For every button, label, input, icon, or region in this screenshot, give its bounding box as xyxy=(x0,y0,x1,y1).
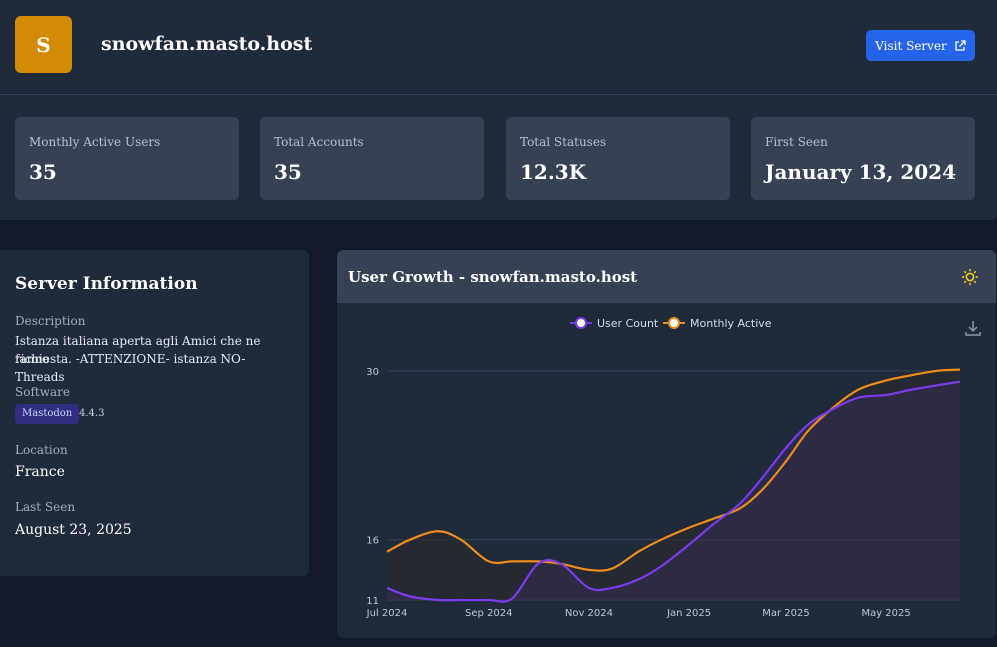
stat-value: 12.3K xyxy=(520,160,587,184)
x-tick-label: Sep 2024 xyxy=(465,608,512,619)
external-link-icon xyxy=(955,39,966,51)
stat-value: 35 xyxy=(29,160,57,184)
x-tick-label: Jan 2025 xyxy=(666,608,711,619)
stat-card-total-accounts: Total Accounts 35 xyxy=(260,117,484,200)
x-tick-label: Jul 2024 xyxy=(366,608,408,619)
stat-label: Monthly Active Users xyxy=(29,135,161,149)
x-tick-label: May 2025 xyxy=(861,608,910,619)
series-area-1 xyxy=(387,369,960,600)
description-label: Description xyxy=(15,314,86,328)
series-line-0 xyxy=(386,380,961,603)
visit-server-button[interactable]: Visit Server xyxy=(866,30,975,61)
chart-title: User Growth - snowfan.masto.host xyxy=(348,268,638,286)
stat-value: January 13, 2024 xyxy=(765,160,957,184)
location-value: France xyxy=(15,464,65,480)
server-info-panel: Server Information Description Istanza i… xyxy=(0,250,309,576)
user-growth-chart: 11 16 30 Jul 2024 Sep 2024 Nov 2024 Jan 2025 Ma… xyxy=(366,317,961,619)
stat-card-total-statuses: Total Statuses 12.3K xyxy=(506,117,730,200)
description-line-2: richiesta. -ATTENZIONE- istanza NO-Threa… xyxy=(15,352,246,384)
stat-card-monthly-active: Monthly Active Users 35 xyxy=(15,117,239,200)
sun-icon[interactable] xyxy=(960,267,980,287)
download-icon[interactable] xyxy=(964,319,982,337)
server-logo: S xyxy=(15,16,72,73)
legend-swatch-marker xyxy=(575,317,587,329)
server-header: S snowfan.masto.host Visit Server xyxy=(0,0,997,95)
user-growth-chart-panel: User Growth - snowfan.masto.host 11 16 30 J… xyxy=(337,250,996,638)
stat-label: Total Accounts xyxy=(274,135,364,149)
description-line-1: Istanza italiana aperta agli Amici che n… xyxy=(15,334,261,366)
y-tick-label: 30 xyxy=(366,367,379,378)
legend-label: Monthly Active xyxy=(690,317,772,330)
legend-label: User Count xyxy=(597,317,659,330)
series-area-0 xyxy=(387,381,960,602)
y-tick-label: 16 xyxy=(366,536,379,547)
summary-panel: S snowfan.masto.host Visit Server Monthl… xyxy=(0,0,997,220)
x-tick-label: Nov 2024 xyxy=(565,608,613,619)
location-label: Location xyxy=(15,443,68,457)
series-line-1 xyxy=(386,368,961,572)
stat-label: Total Statuses xyxy=(520,135,607,149)
software-label: Software xyxy=(15,385,70,399)
stat-value: 35 xyxy=(274,160,302,184)
last-seen-label: Last Seen xyxy=(15,500,76,514)
server-info-title: Server Information xyxy=(15,274,198,294)
y-tick-label: 11 xyxy=(366,596,379,607)
server-name: snowfan.masto.host xyxy=(101,33,313,55)
last-seen-value: August 23, 2025 xyxy=(15,522,132,538)
visit-server-label: Visit Server xyxy=(875,38,947,53)
software-badge: Mastodon xyxy=(15,404,80,424)
legend-swatch-marker xyxy=(668,317,680,329)
x-tick-label: Mar 2025 xyxy=(762,608,810,619)
stat-card-first-seen: First Seen January 13, 2024 xyxy=(751,117,975,200)
stat-label: First Seen xyxy=(765,135,828,149)
chart-header: User Growth - snowfan.masto.host xyxy=(337,250,996,303)
software-version: 4.4.3 xyxy=(79,408,105,419)
